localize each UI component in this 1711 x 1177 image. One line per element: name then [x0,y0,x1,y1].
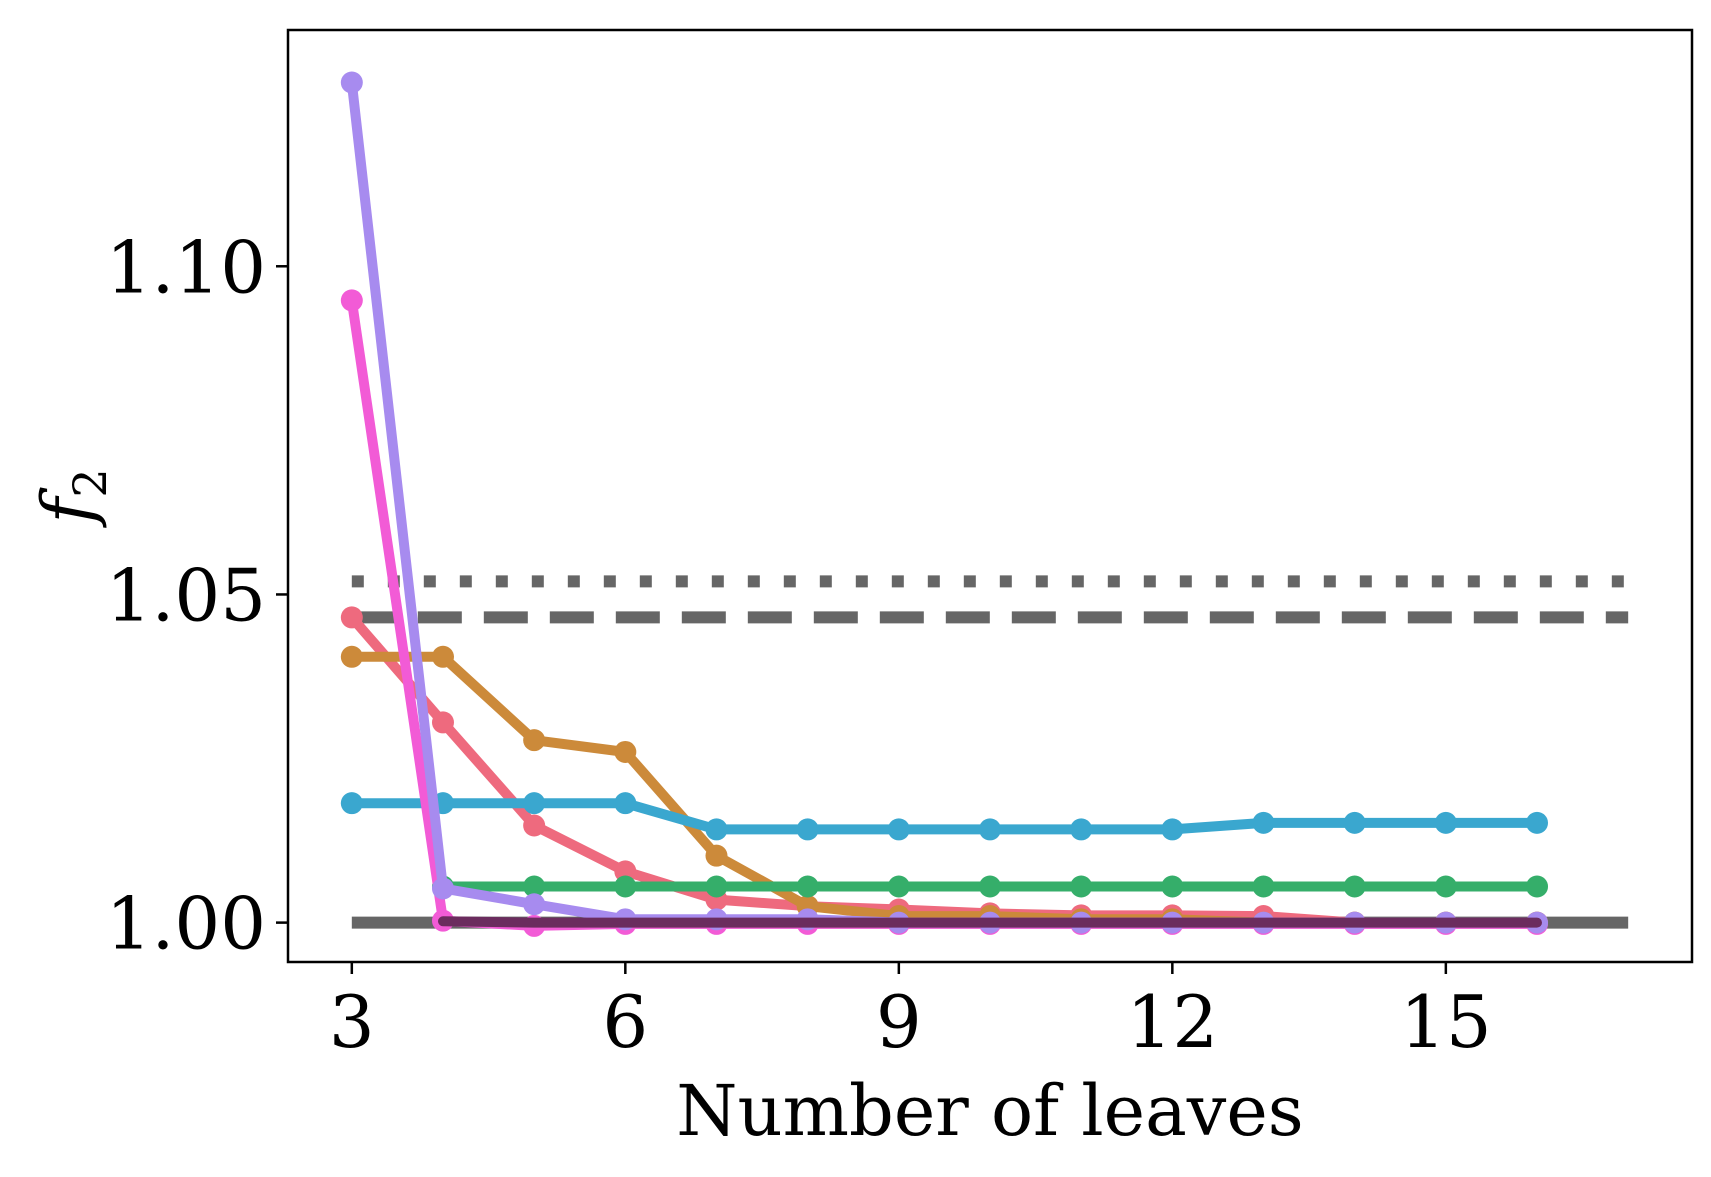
data-point [340,71,363,94]
data-point [614,792,637,815]
data-point [1434,811,1457,834]
y-tick-label: 1.10 [106,225,266,309]
reference-lines [351,575,1629,929]
y-tick-label: 1.00 [106,882,266,966]
data-point [1070,875,1093,898]
data-point [431,645,454,668]
data-point [523,814,546,837]
series-4 [431,875,1549,898]
data-point [523,893,546,916]
data-point [796,875,819,898]
data-point [705,818,728,841]
data-point [614,860,637,883]
data-point [705,844,728,867]
data-point [1252,811,1275,834]
y-axis-label: f2 [27,468,117,528]
data-point [614,740,637,763]
data-point [340,792,363,815]
data-point [979,818,1001,841]
data-point [796,818,819,841]
x-tick-label: 9 [876,980,922,1064]
x-tick-label: 3 [329,980,375,1064]
data-point [340,289,363,312]
data-point [340,645,363,668]
x-axis: 3 6 9 12 15 [329,962,1492,1064]
data-point [431,711,454,734]
data-point [887,875,910,898]
series-line [346,798,1542,835]
data-point [1161,875,1184,898]
data-point [1161,818,1184,841]
y-tick-label: 1.05 [106,553,266,637]
data-point [431,877,454,900]
plot-frame [286,28,1694,964]
data-point [523,792,546,815]
data-point [1343,875,1366,898]
data-point [1070,818,1093,841]
y-axis-label-subscript: 2 [63,468,117,497]
x-tick-label: 12 [1127,980,1219,1064]
data-point [1526,875,1549,898]
data-point [614,875,637,898]
x-axis-label: Number of leaves [676,1070,1303,1152]
data-point [1526,811,1549,834]
data-point [340,606,363,629]
series-3 [340,792,1549,841]
data-point [1343,811,1366,834]
data-point [979,875,1001,898]
y-axis: 1.00 1.05 1.10 [106,225,288,966]
data-point [887,818,910,841]
x-tick-label: 6 [602,980,648,1064]
data-point [1434,875,1457,898]
series-7 [438,916,1542,928]
data-point [523,875,546,898]
data-point [1252,875,1275,898]
data-point [705,875,728,898]
x-tick-label: 15 [1400,980,1492,1064]
data-point [523,729,546,752]
series-group [340,71,1549,937]
series-line [438,916,1542,928]
